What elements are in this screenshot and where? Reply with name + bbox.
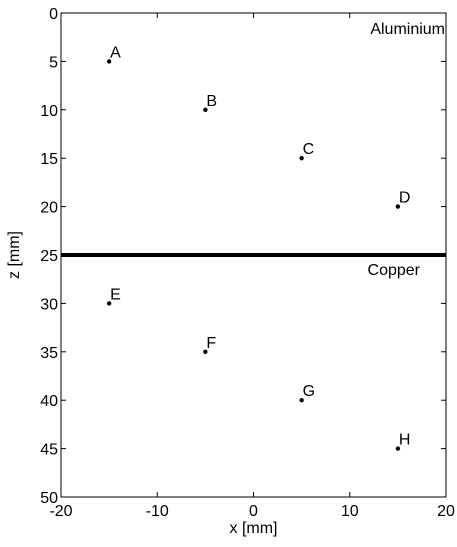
y-tick-label: 0 [49, 6, 58, 23]
point-label-h: H [399, 432, 411, 449]
point-label-e: E [110, 286, 121, 303]
region-label-copper: Copper [368, 262, 421, 279]
x-tick-label: -10 [146, 503, 169, 520]
data-point-b [203, 107, 208, 113]
y-tick-label: 45 [40, 442, 58, 459]
point-label-a: A [110, 44, 121, 61]
region-label-aluminium: Aluminium [370, 21, 445, 38]
y-tick-label: 25 [40, 248, 58, 265]
point-label-b: B [206, 93, 217, 110]
data-point-h [395, 446, 401, 451]
data-point-f [203, 349, 208, 354]
y-tick-label: 35 [40, 345, 58, 362]
y-axis-ticks: 0 5 10 15 20 25 30 35 40 45 50 [40, 6, 446, 507]
point-label-c: C [303, 141, 315, 158]
y-axis-label: z [mm] [6, 231, 23, 279]
y-tick-label: 15 [40, 151, 58, 168]
data-point-a [106, 59, 112, 64]
data-point-e [106, 301, 112, 306]
y-tick-label: 40 [40, 393, 58, 410]
y-tick-label: 30 [40, 296, 58, 313]
data-point-d [395, 204, 401, 209]
point-label-g: G [303, 383, 315, 400]
x-axis-label: x [mm] [230, 520, 278, 537]
data-points: A B C D E F G H [106, 44, 411, 451]
y-tick-label: 10 [40, 103, 58, 120]
y-tick-label: 5 [49, 54, 58, 71]
x-tick-label: -20 [49, 503, 72, 520]
x-tick-label: 10 [341, 503, 359, 520]
point-label-d: D [399, 190, 411, 207]
x-tick-label: 20 [437, 503, 455, 520]
data-point-g [299, 398, 304, 403]
data-point-c [299, 156, 304, 161]
x-axis-ticks: -20 -10 0 10 20 [49, 13, 455, 520]
point-label-f: F [206, 335, 216, 352]
y-tick-label: 50 [40, 490, 58, 507]
y-tick-label: 20 [40, 200, 58, 217]
x-tick-label: 0 [249, 503, 258, 520]
